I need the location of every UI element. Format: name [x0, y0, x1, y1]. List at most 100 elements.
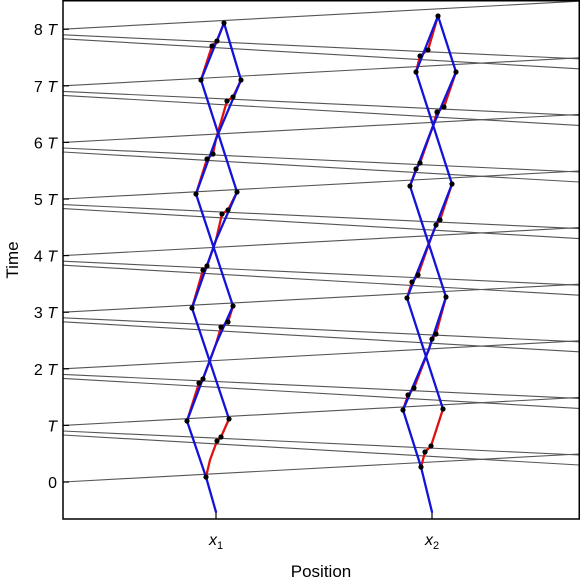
- event-point: [411, 385, 417, 391]
- light-line: [62, 264, 580, 296]
- event-point: [433, 222, 439, 228]
- event-point: [437, 217, 443, 223]
- light-line: [62, 34, 580, 60]
- event-point: [189, 305, 195, 311]
- light-line: [62, 260, 580, 286]
- event-point: [405, 392, 411, 398]
- event-point: [429, 336, 435, 342]
- event-point: [407, 183, 413, 189]
- event-point: [400, 407, 406, 413]
- blue-segment: [199, 21, 226, 82]
- y-tick-label: 3 T: [34, 305, 58, 322]
- light-line: [62, 430, 580, 456]
- event-point: [218, 434, 224, 440]
- y-axis-title: Time: [3, 241, 22, 278]
- blue-segment: [414, 70, 454, 186]
- event-point: [209, 43, 215, 49]
- event-point: [219, 211, 225, 217]
- event-point: [203, 474, 209, 480]
- light-lines: [62, 0, 580, 483]
- blue-segment: [199, 78, 239, 194]
- event-point: [225, 207, 231, 213]
- blue-segment: [401, 295, 448, 412]
- y-tick-label: 5 T: [34, 192, 58, 209]
- event-point: [225, 319, 231, 325]
- light-line: [62, 227, 580, 257]
- light-line: [62, 204, 580, 230]
- event-point: [184, 418, 190, 424]
- light-line: [62, 170, 580, 200]
- blue-segment: [190, 306, 231, 421]
- light-line: [62, 151, 580, 183]
- light-line: [62, 0, 580, 30]
- light-line: [62, 113, 580, 143]
- event-point: [435, 13, 441, 19]
- event-point: [226, 416, 232, 422]
- blue-segment: [204, 475, 218, 514]
- blue-segment: [408, 70, 458, 188]
- light-line: [62, 283, 580, 313]
- light-line: [62, 453, 580, 483]
- event-point: [453, 69, 459, 75]
- blue-segment: [185, 304, 235, 423]
- blue-segment: [401, 408, 423, 469]
- event-point: [415, 272, 421, 278]
- event-point: [433, 331, 439, 337]
- event-point: [200, 376, 206, 382]
- event-point: [422, 449, 428, 455]
- event-point: [428, 443, 434, 449]
- event-point: [238, 77, 244, 83]
- event-point: [204, 156, 210, 162]
- event-point: [449, 181, 455, 187]
- blue-segment: [414, 14, 440, 74]
- light-line: [62, 396, 580, 426]
- blue-segment: [185, 419, 208, 479]
- event-point: [434, 109, 440, 115]
- event-point: [221, 20, 227, 26]
- y-tick-label: 4 T: [34, 249, 58, 266]
- event-point: [230, 303, 236, 309]
- event-point: [443, 294, 449, 300]
- x-tick-label: x1: [208, 532, 223, 552]
- event-point: [214, 38, 220, 44]
- event-point: [413, 166, 419, 172]
- event-point: [404, 295, 410, 301]
- event-point: [425, 47, 431, 53]
- event-point: [214, 438, 220, 444]
- blue-segment: [405, 182, 454, 300]
- event-point: [204, 263, 210, 269]
- event-point: [440, 406, 446, 412]
- event-point: [218, 324, 224, 330]
- event-point: [417, 160, 423, 166]
- light-line: [62, 90, 580, 116]
- event-point: [193, 191, 199, 197]
- red-segment: [419, 407, 445, 469]
- blue-segment: [408, 184, 448, 299]
- y-axis-ticks: 0 T 2 T 3 T 4 T 5 T 6 T 7 T 8 T: [34, 22, 69, 492]
- event-point: [418, 464, 424, 470]
- light-line: [62, 321, 580, 353]
- light-line: [62, 373, 580, 399]
- event-point: [409, 279, 415, 285]
- y-tick-label: 7 T: [34, 79, 58, 96]
- blue-segment: [194, 192, 235, 308]
- blue-segment: [194, 78, 243, 196]
- light-line: [62, 38, 580, 70]
- y-tick-label: 2 T: [34, 362, 58, 379]
- event-point: [200, 267, 206, 273]
- y-tick-label: 8 T: [34, 22, 58, 39]
- blue-segment: [405, 296, 445, 411]
- blue-segment: [436, 14, 458, 74]
- light-line: [62, 208, 580, 240]
- light-line: [62, 340, 580, 370]
- light-line: [62, 147, 580, 173]
- event-point: [234, 189, 240, 195]
- y-tick-label: T: [47, 418, 58, 435]
- plot-background: [63, 0, 580, 519]
- event-point: [210, 151, 216, 157]
- x-axis-ticks: x1 x2: [208, 513, 439, 552]
- light-line: [62, 94, 580, 126]
- event-point: [413, 69, 419, 75]
- light-line: [62, 377, 580, 409]
